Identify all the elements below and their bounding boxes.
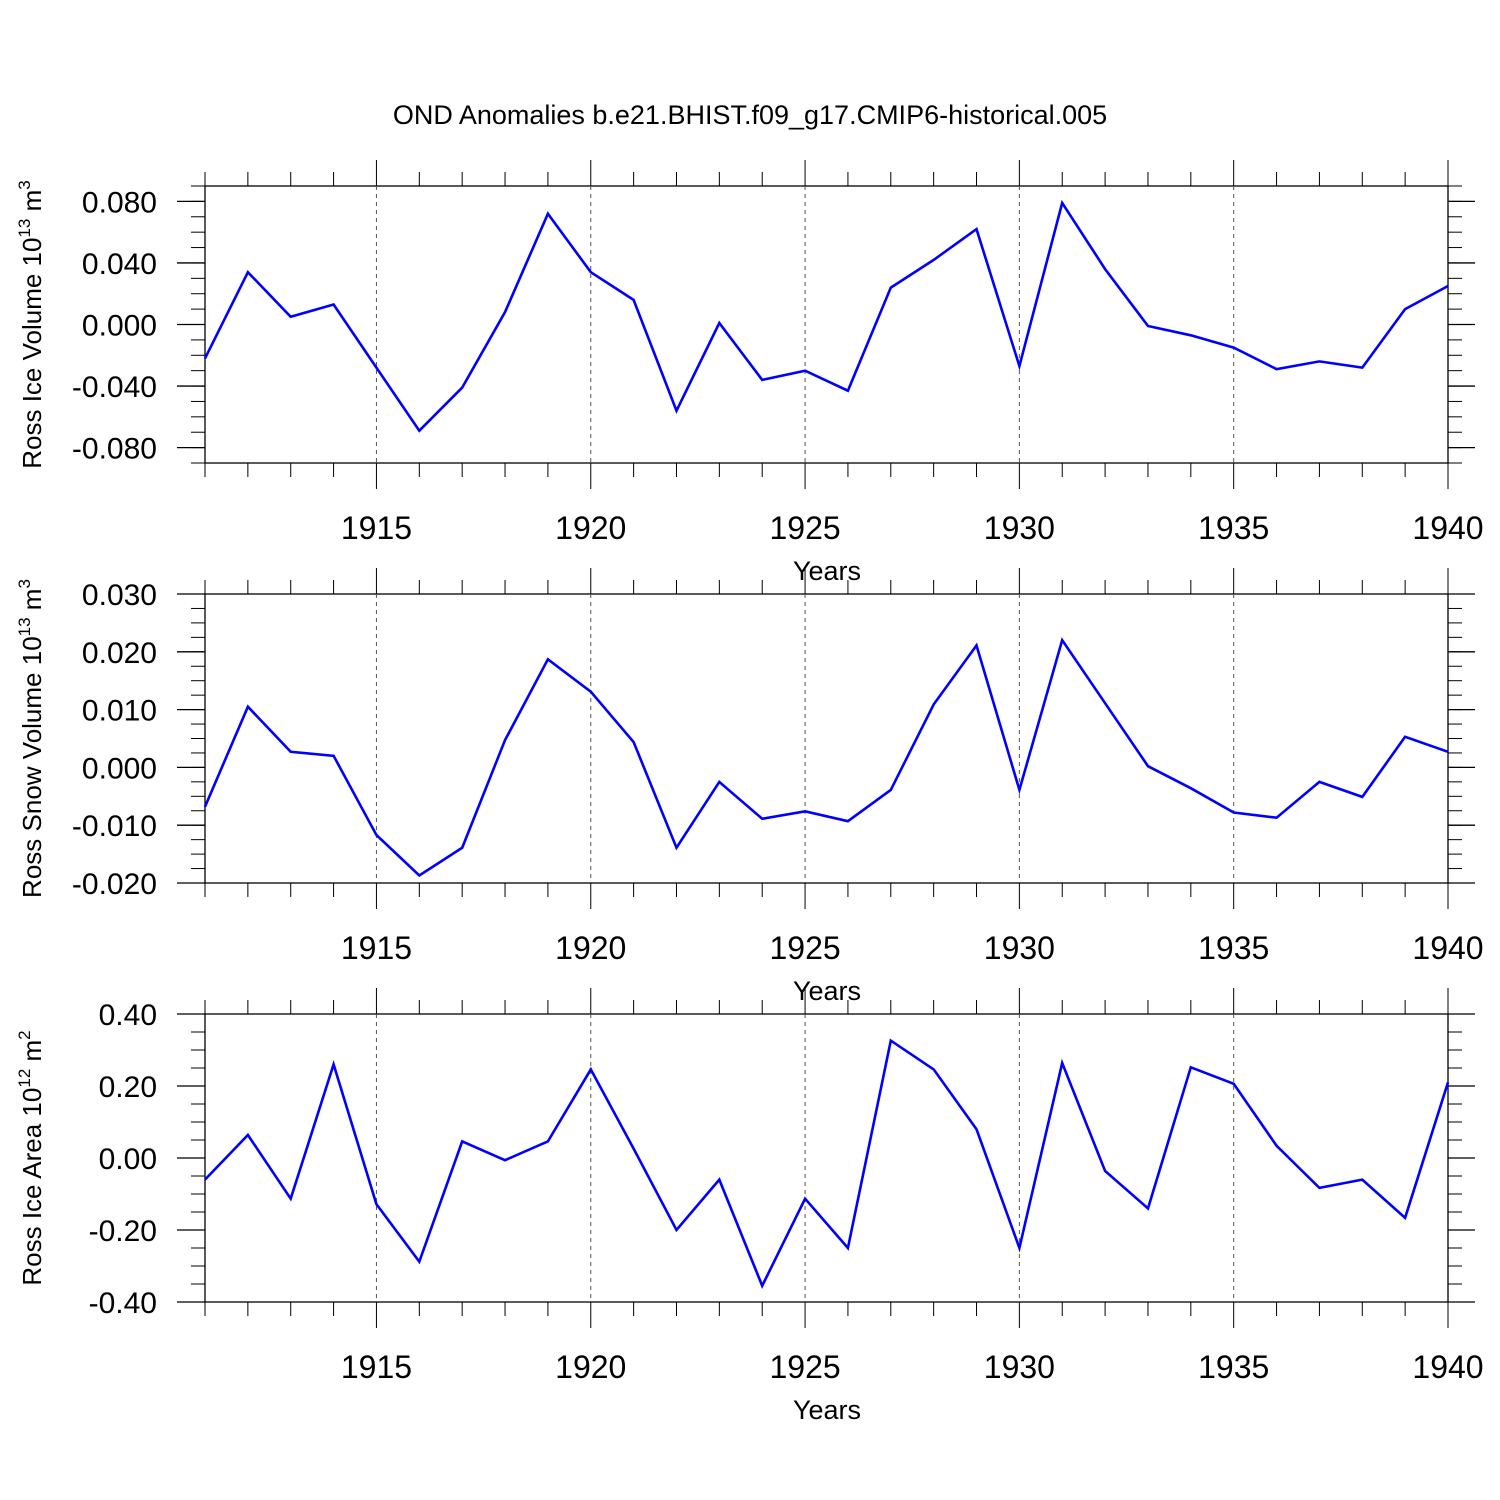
y-axis-label-unit: m	[17, 589, 47, 618]
x-tick-label: 1925	[769, 510, 840, 546]
y-tick-label: 0.040	[82, 248, 157, 281]
y-tick-label: -0.010	[72, 810, 157, 843]
chart-title: OND Anomalies b.e21.BHIST.f09_g17.CMIP6-…	[393, 100, 1107, 130]
y-tick-label: 0.00	[99, 1143, 157, 1176]
y-axis-label-exp: 13	[15, 219, 34, 238]
series-line	[203, 637, 1449, 878]
x-tick-label: 1915	[341, 1349, 412, 1385]
y-tick-label: 0.010	[82, 695, 157, 728]
plot-frame	[204, 1013, 1449, 1303]
y-tick-label: 0.40	[99, 999, 157, 1032]
x-axis-label: Years	[793, 1395, 861, 1425]
panel-2: -0.020 -0.010 0.000 0.010 0.020 0.030 1915 1920…	[15, 568, 1484, 1006]
x-tick-label: 1920	[555, 1349, 626, 1385]
y-axis-label: Ross Ice Area 1012 m2	[15, 1030, 47, 1285]
y-tick-label: 0.20	[99, 1071, 157, 1104]
y-tick-label: -0.020	[72, 868, 157, 901]
x-tick-label: 1940	[1412, 510, 1483, 546]
x-tick-label: 1915	[341, 510, 412, 546]
y-tick-label: 0.000	[82, 310, 157, 343]
y-axis-label-exp: 13	[15, 617, 34, 636]
y-axis-label-unit: m	[17, 190, 47, 219]
y-axis-label-main: Ross Ice Volume 10	[17, 238, 47, 469]
x-tick-label: 1935	[1198, 930, 1269, 966]
plot-frame	[204, 185, 1449, 464]
x-tick-label: 1930	[984, 510, 1055, 546]
y-tick-label: 0.030	[82, 579, 157, 612]
y-tick-label: 0.020	[82, 637, 157, 670]
y-axis-label-unit-exp: 3	[15, 579, 34, 588]
y-axis-label-unit: m	[17, 1040, 47, 1069]
y-tick-label: -0.080	[72, 433, 157, 466]
x-tick-label: 1935	[1198, 1349, 1269, 1385]
x-tick-label: 1930	[984, 930, 1055, 966]
y-axis-label: Ross Snow Volume 1013 m3	[15, 579, 47, 898]
y-axis-label: Ross Ice Volume 1013 m3	[15, 180, 47, 469]
panel-3: -0.40 -0.20 0.00 0.20 0.40 1915 1920 1925 1930 19…	[15, 988, 1484, 1425]
x-tick-label: 1940	[1412, 1349, 1483, 1385]
y-tick-label: -0.40	[89, 1287, 157, 1320]
y-axis-label-unit-exp: 3	[15, 180, 34, 189]
x-tick-label: 1915	[341, 930, 412, 966]
x-tick-label: 1940	[1412, 930, 1483, 966]
series-line	[203, 199, 1449, 433]
x-axis-label: Years	[793, 976, 861, 1006]
series-line	[204, 1038, 1450, 1289]
x-tick-label: 1920	[555, 510, 626, 546]
plot-frame	[204, 593, 1449, 884]
y-axis-label-main: Ross Ice Area 10	[17, 1088, 47, 1286]
panels: -0.080 -0.040 0.000 0.040 0.080 1915 1920 1925 1…	[15, 160, 1484, 1425]
y-tick-label: 0.000	[82, 752, 157, 785]
x-tick-label: 1925	[769, 930, 840, 966]
y-axis-label-main: Ross Snow Volume 10	[17, 636, 47, 898]
x-tick-label: 1920	[555, 930, 626, 966]
y-tick-label: 0.080	[82, 186, 157, 219]
x-tick-label: 1935	[1198, 510, 1269, 546]
x-axis-label: Years	[793, 556, 861, 586]
panel-1: -0.080 -0.040 0.000 0.040 0.080 1915 1920 1925 1…	[15, 160, 1484, 586]
y-tick-label: -0.040	[72, 371, 157, 404]
x-tick-label: 1925	[769, 1349, 840, 1385]
x-tick-label: 1930	[984, 1349, 1055, 1385]
y-axis-label-unit-exp: 2	[15, 1030, 34, 1039]
y-axis-label-exp: 12	[15, 1069, 34, 1088]
y-tick-label: -0.20	[89, 1215, 157, 1248]
